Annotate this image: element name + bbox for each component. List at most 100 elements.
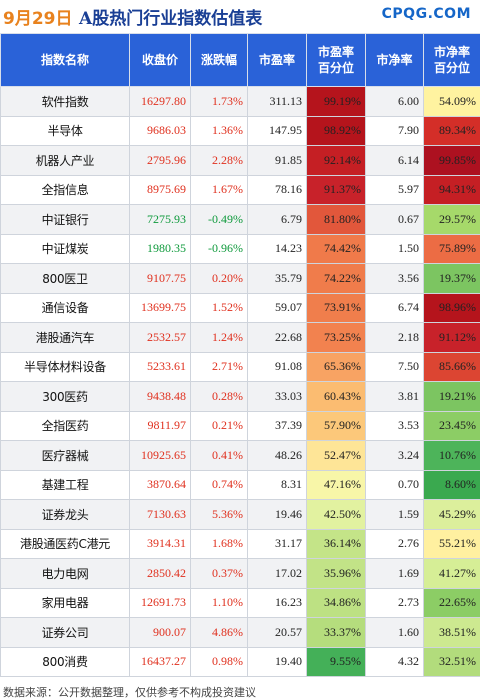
close-price-cell: 2532.57 (129, 322, 191, 353)
table-row[interactable]: 中证煤炭 1980.35 -0.96% 14.23 74.42% 1.50 75.89% (0, 233, 480, 264)
close-price-cell: 9686.03 (129, 115, 191, 146)
table-row[interactable]: 半导体 9686.03 1.36% 147.95 98.92% 7.90 89.34% (0, 115, 480, 146)
table-row[interactable]: 电力电网 2850.42 0.37% 17.02 35.96% 1.69 41.27% (0, 558, 480, 589)
change-pct-cell: 1.67% (190, 174, 248, 205)
index-name-cell: 中证煤炭 (0, 233, 130, 264)
table-row[interactable]: 300医药 9438.48 0.28% 33.03 60.43% 3.81 19.21% (0, 381, 480, 412)
change-pct-cell: 0.41% (190, 440, 248, 471)
close-price-cell: 5233.61 (129, 351, 191, 382)
brand-logo[interactable]: CPQG.COM (381, 6, 471, 22)
pb-ratio-cell: 0.67 (365, 204, 424, 235)
pb-ratio-cell: 6.74 (365, 292, 424, 323)
index-name-cell: 800消费 (0, 646, 130, 677)
pe-percentile-cell: 35.96% (306, 558, 366, 589)
change-pct-cell: 5.36% (190, 499, 248, 530)
pe-percentile-cell: 92.14% (306, 145, 366, 176)
change-pct-cell: 0.74% (190, 469, 248, 500)
pb-percentile-cell: 29.57% (423, 204, 480, 235)
column-header-change[interactable]: 涨跌幅 (190, 33, 248, 87)
close-price-cell: 9107.75 (129, 263, 191, 294)
pb-percentile-cell: 94.31% (423, 174, 480, 205)
close-price-cell: 16437.27 (129, 646, 191, 677)
close-price-cell: 2795.96 (129, 145, 191, 176)
change-pct-cell: 0.20% (190, 263, 248, 294)
change-pct-cell: 2.71% (190, 351, 248, 382)
pe-ratio-cell: 17.02 (247, 558, 307, 589)
pb-percentile-cell: 91.12% (423, 322, 480, 353)
pe-percentile-cell: 33.37% (306, 617, 366, 648)
pe-percentile-cell: 65.36% (306, 351, 366, 382)
pb-percentile-cell: 75.89% (423, 233, 480, 264)
pe-percentile-cell: 52.47% (306, 440, 366, 471)
pe-ratio-cell: 16.23 (247, 587, 307, 618)
index-name-cell: 港股通医药C港元 (0, 528, 130, 559)
change-pct-cell: 0.98% (190, 646, 248, 677)
table-row[interactable]: 港股通医药C港元 3914.31 1.68% 31.17 36.14% 2.76 55.21… (0, 528, 480, 559)
data-source-note: 数据来源：公开数据整理，仅供参考不构成投资建议 (3, 686, 256, 699)
page-header: 9月29日 A股热门行业指数估值表 CPQG.COM (0, 0, 480, 33)
change-pct-cell: 2.28% (190, 145, 248, 176)
pe-ratio-cell: 311.13 (247, 86, 307, 117)
close-price-cell: 3870.64 (129, 469, 191, 500)
table-row[interactable]: 半导体材料设备 5233.61 2.71% 91.08 65.36% 7.50 85.66% (0, 351, 480, 382)
pe-ratio-cell: 59.07 (247, 292, 307, 323)
column-header-pb-pct[interactable]: 市净率 百分位 (423, 33, 480, 87)
index-name-cell: 证券公司 (0, 617, 130, 648)
table-row[interactable]: 家用电器 12691.73 1.10% 16.23 34.86% 2.73 22.65% (0, 587, 480, 618)
column-header-close[interactable]: 收盘价 (129, 33, 191, 87)
close-price-cell: 9438.48 (129, 381, 191, 412)
pb-percentile-cell: 55.21% (423, 528, 480, 559)
change-pct-cell: 1.10% (190, 587, 248, 618)
pe-percentile-cell: 73.91% (306, 292, 366, 323)
close-price-cell: 2850.42 (129, 558, 191, 589)
pb-percentile-cell: 98.96% (423, 292, 480, 323)
pb-ratio-cell: 1.50 (365, 233, 424, 264)
table-row[interactable]: 800医卫 9107.75 0.20% 35.79 74.22% 3.56 19.37% (0, 263, 480, 294)
pe-ratio-cell: 147.95 (247, 115, 307, 146)
table-row[interactable]: 全指医药 9811.97 0.21% 37.39 57.90% 3.53 23.45% (0, 410, 480, 441)
table-row[interactable]: 港股通汽车 2532.57 1.24% 22.68 73.25% 2.18 91.12% (0, 322, 480, 353)
pe-ratio-cell: 48.26 (247, 440, 307, 471)
pe-ratio-cell: 8.31 (247, 469, 307, 500)
index-name-cell: 半导体 (0, 115, 130, 146)
index-name-cell: 300医药 (0, 381, 130, 412)
table-row[interactable]: 证券公司 900.07 4.86% 20.57 33.37% 1.60 38.51% (0, 617, 480, 648)
pb-percentile-cell: 23.45% (423, 410, 480, 441)
pe-ratio-cell: 20.57 (247, 617, 307, 648)
pb-percentile-cell: 85.66% (423, 351, 480, 382)
change-pct-cell: 0.28% (190, 381, 248, 412)
column-header-pb[interactable]: 市净率 (365, 33, 424, 87)
index-name-cell: 机器人产业 (0, 145, 130, 176)
pe-percentile-cell: 74.42% (306, 233, 366, 264)
pe-percentile-cell: 9.55% (306, 646, 366, 677)
table-row[interactable]: 通信设备 13699.75 1.52% 59.07 73.91% 6.74 98.96% (0, 292, 480, 323)
pe-ratio-cell: 37.39 (247, 410, 307, 441)
pb-ratio-cell: 1.59 (365, 499, 424, 530)
change-pct-cell: -0.96% (190, 233, 248, 264)
column-header-pe[interactable]: 市盈率 (247, 33, 307, 87)
table-row[interactable]: 基建工程 3870.64 0.74% 8.31 47.16% 0.70 8.60% (0, 469, 480, 500)
table-row[interactable]: 全指信息 8975.69 1.67% 78.16 91.37% 5.97 94.31% (0, 174, 480, 205)
table-row[interactable]: 机器人产业 2795.96 2.28% 91.85 92.14% 6.14 99.85% (0, 145, 480, 176)
table-row[interactable]: 证券龙头 7130.63 5.36% 19.46 42.50% 1.59 45.29% (0, 499, 480, 530)
change-pct-cell: -0.49% (190, 204, 248, 235)
valuation-table: 指数名称 收盘价 涨跌幅 市盈率 市盈率 百分位 市净率 市净率 百分位 软件指数 16297.8… (0, 33, 480, 677)
pb-ratio-cell: 4.32 (365, 646, 424, 677)
table-row[interactable]: 医疗器械 10925.65 0.41% 48.26 52.47% 3.24 10.76% (0, 440, 480, 471)
pe-percentile-cell: 34.86% (306, 587, 366, 618)
table-row[interactable]: 中证银行 7275.93 -0.49% 6.79 81.80% 0.67 29.57% (0, 204, 480, 235)
pe-percentile-cell: 99.19% (306, 86, 366, 117)
pb-percentile-cell: 89.34% (423, 115, 480, 146)
table-row[interactable]: 800消费 16437.27 0.98% 19.40 9.55% 4.32 32.51% (0, 646, 480, 677)
close-price-cell: 10925.65 (129, 440, 191, 471)
page-title: A股热门行业指数估值表 (79, 9, 263, 29)
column-header-name[interactable]: 指数名称 (0, 33, 130, 87)
pe-ratio-cell: 31.17 (247, 528, 307, 559)
pb-percentile-cell: 22.65% (423, 587, 480, 618)
table-row[interactable]: 软件指数 16297.80 1.73% 311.13 99.19% 6.00 54.09% (0, 86, 480, 117)
index-name-cell: 半导体材料设备 (0, 351, 130, 382)
table-header: 指数名称 收盘价 涨跌幅 市盈率 市盈率 百分位 市净率 市净率 百分位 (0, 33, 480, 87)
pb-percentile-cell: 10.76% (423, 440, 480, 471)
column-header-pe-pct[interactable]: 市盈率 百分位 (306, 33, 366, 87)
index-name-cell: 全指医药 (0, 410, 130, 441)
